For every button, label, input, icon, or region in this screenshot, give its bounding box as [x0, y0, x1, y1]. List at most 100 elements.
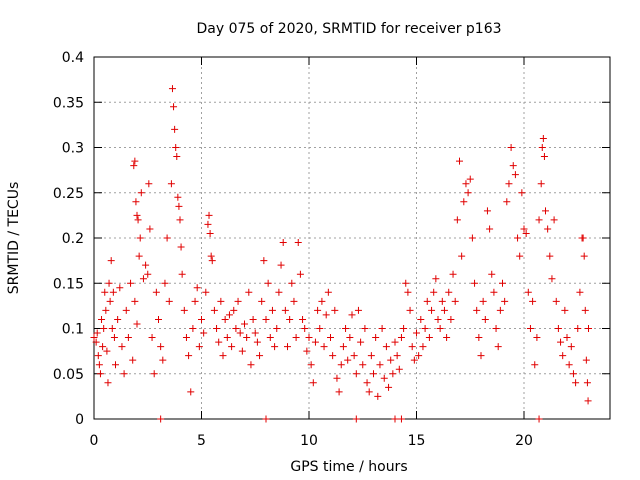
data-point [215, 338, 223, 346]
data-point [131, 157, 139, 165]
data-point [501, 297, 509, 305]
data-points [90, 85, 592, 423]
y-tick-label: 0.35 [53, 95, 84, 111]
data-point [335, 388, 343, 396]
data-point [352, 370, 360, 378]
data-point [367, 352, 375, 360]
data-point [163, 234, 171, 242]
x-axis-label: GPS time / hours [290, 459, 407, 475]
data-point [144, 270, 152, 278]
data-point [585, 325, 592, 332]
data-point [372, 334, 380, 342]
data-point [576, 288, 584, 296]
data-point [217, 297, 225, 305]
data-point [583, 379, 591, 387]
data-point [550, 216, 558, 224]
data-point [101, 288, 109, 296]
data-point [348, 311, 356, 319]
data-point [404, 288, 412, 296]
data-point [458, 252, 466, 260]
data-point [299, 315, 307, 323]
data-point [107, 257, 115, 265]
data-point [563, 334, 571, 342]
data-point [548, 275, 556, 283]
data-point [445, 288, 453, 296]
data-point [94, 352, 102, 360]
data-point [342, 325, 350, 332]
data-point [124, 334, 132, 342]
data-point [436, 325, 444, 332]
data-point [432, 275, 440, 283]
data-point [327, 334, 334, 342]
data-point [529, 297, 537, 305]
data-point [490, 288, 498, 296]
y-tick-label: 0 [75, 412, 84, 428]
data-point [234, 297, 242, 305]
y-tick-label: 0.1 [62, 322, 84, 338]
x-tick-labels: 0 5 10 15 20 [90, 433, 533, 449]
data-point [331, 306, 339, 314]
data-point [475, 334, 483, 342]
data-point [139, 275, 147, 283]
data-point [382, 343, 390, 351]
data-point [137, 189, 145, 197]
data-point [567, 343, 575, 351]
data-point [170, 103, 178, 111]
data-point [277, 261, 285, 269]
data-point [122, 306, 130, 314]
data-point [552, 297, 560, 305]
data-point [344, 356, 352, 364]
data-point [258, 297, 266, 305]
data-point [346, 334, 354, 342]
data-point [447, 315, 455, 323]
data-point [309, 379, 317, 387]
data-point [387, 356, 395, 364]
data-point [492, 325, 500, 332]
x-tick-label: 15 [408, 433, 426, 449]
x-tick-label: 10 [300, 433, 318, 449]
data-point [268, 306, 276, 314]
data-point [421, 325, 429, 332]
x-tick-label: 20 [515, 433, 533, 449]
data-point [423, 297, 431, 305]
data-point [172, 144, 180, 151]
data-point [118, 343, 126, 351]
data-point [324, 288, 332, 296]
data-point [95, 361, 103, 369]
x-tick-label: 5 [197, 433, 206, 449]
data-point [92, 338, 100, 346]
data-point [544, 225, 552, 233]
data-point [230, 306, 238, 314]
data-point [133, 211, 141, 219]
data-point [507, 144, 515, 151]
y-tick-label: 0.4 [62, 50, 84, 66]
data-point [296, 270, 304, 278]
data-point [108, 325, 116, 332]
data-point [339, 343, 347, 351]
data-point [98, 315, 106, 323]
data-point [486, 225, 494, 233]
y-tick-labels: 0 0.05 0.1 0.15 0.2 0.25 0.3 0.35 0.4 [53, 50, 84, 428]
data-point [142, 261, 150, 269]
data-point [561, 306, 569, 314]
data-point [483, 207, 491, 215]
data-point [236, 329, 244, 337]
data-point [565, 361, 573, 369]
data-point [99, 343, 107, 351]
data-point [359, 361, 367, 369]
data-point [569, 370, 577, 378]
y-tick-label: 0.2 [62, 231, 84, 247]
data-point [114, 315, 122, 323]
data-point [385, 383, 393, 391]
data-point [219, 352, 227, 360]
data-point [157, 415, 165, 423]
data-point [428, 306, 436, 314]
data-point [249, 315, 257, 323]
data-point [535, 415, 543, 423]
data-point [509, 162, 517, 170]
data-point [535, 216, 543, 224]
data-point [145, 180, 153, 188]
data-point [221, 315, 229, 323]
